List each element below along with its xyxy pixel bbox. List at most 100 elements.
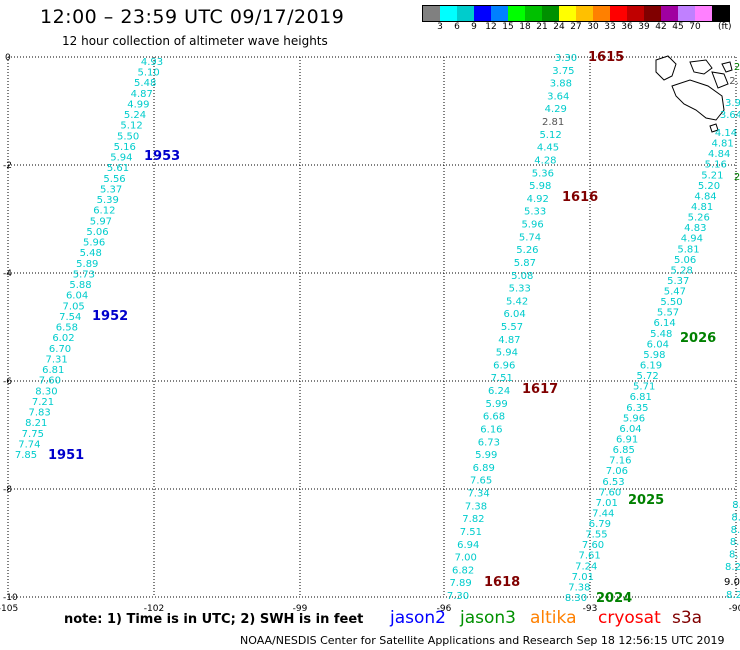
- wave-height-point: 7.01: [596, 498, 618, 509]
- color-scale-label: 70: [689, 22, 701, 32]
- color-swatch: [474, 6, 491, 21]
- wave-height-point: 6.82: [452, 565, 474, 576]
- wave-height-point: 8.: [731, 512, 740, 523]
- wave-height-point: 3.64: [720, 110, 740, 121]
- wave-height-point: 4.28: [534, 155, 556, 166]
- wave-height-point: 5.47: [664, 287, 686, 298]
- x-tick-label: -93: [583, 604, 598, 614]
- wave-height-point: 5.50: [660, 297, 682, 308]
- color-swatch: [508, 6, 525, 21]
- wave-height-point: 7.85: [15, 450, 37, 461]
- wave-height-point: 5.74: [519, 232, 541, 243]
- y-tick-label: -10: [3, 593, 18, 603]
- wave-height-point: 4.87: [498, 335, 520, 346]
- color-swatch: [627, 6, 644, 21]
- color-scale-label: 3: [437, 22, 443, 32]
- pass-label: 1951: [48, 448, 84, 463]
- wave-height-point: 6.19: [640, 361, 662, 372]
- wave-height-point: 7.75: [22, 429, 44, 440]
- wave-height-point: 5.39: [97, 195, 119, 206]
- legend-item-jason2: jason2: [390, 608, 446, 628]
- wave-height-point: 5.98: [643, 350, 665, 361]
- wave-height-point: 8.2: [725, 562, 740, 573]
- wave-height-point: 6.91: [616, 434, 638, 445]
- wave-height-point: 5.72: [636, 371, 658, 382]
- color-swatch: [576, 6, 593, 21]
- wave-height-point: 7.65: [470, 476, 492, 487]
- pass-labels: 1953 1952 1951 1615 1616 1617 1618 2026 2025 2024: [48, 50, 716, 606]
- wave-height-point: 5.99: [475, 450, 497, 461]
- wave-height-point: 5.26: [688, 213, 710, 224]
- x-tick-label: -99: [293, 604, 308, 614]
- wave-height-point: 5.12: [539, 130, 561, 141]
- pass-label: 1616: [562, 190, 598, 205]
- color-swatch: [610, 6, 627, 21]
- wave-height-point: 7.54: [59, 312, 81, 323]
- color-scale-label: 39: [638, 22, 650, 32]
- color-scale-label: 12: [485, 22, 497, 32]
- pass-label: 2026: [680, 331, 716, 346]
- wave-height-point: 5.96: [521, 220, 543, 231]
- wave-height-point: 5.37: [667, 276, 689, 287]
- color-swatch: [423, 6, 440, 21]
- wave-height-point: 6.04: [66, 291, 88, 302]
- wave-height-point: 5.61: [107, 163, 129, 174]
- wave-height-point: 7.61: [579, 551, 601, 562]
- lat-lon-grid: [7, 56, 737, 598]
- wave-height-point: 5.57: [501, 322, 523, 333]
- wave-height-point: 7.34: [467, 489, 489, 500]
- wave-height-point: 6.02: [52, 333, 74, 344]
- wave-height-point: 4.83: [684, 223, 706, 234]
- wave-height-point: 5.06: [674, 255, 696, 266]
- wave-height-point: 8.30: [35, 386, 57, 397]
- wave-height-point: 5.26: [516, 245, 538, 256]
- wave-height-point: 5.94: [496, 348, 518, 359]
- wave-height-point: 5.21: [701, 170, 723, 181]
- wave-height-point: 6.04: [647, 339, 669, 350]
- wave-height-point: 6.81: [42, 365, 64, 376]
- wave-height-point: 4.81: [691, 202, 713, 213]
- wave-height-point: 6.79: [589, 519, 611, 530]
- wave-height-point: 7.89: [449, 578, 471, 589]
- color-scale-label: 15: [502, 22, 514, 32]
- wave-height-point: 7.83: [28, 408, 50, 419]
- wave-height-point: 5.48: [80, 248, 102, 259]
- y-tick-label: -8: [3, 485, 12, 495]
- wave-height-point: 5.36: [532, 168, 554, 179]
- color-scale-label: 33: [604, 22, 616, 32]
- wave-height-point: 7.60: [599, 487, 621, 498]
- wave-height-point: 5.73: [73, 269, 95, 280]
- color-swatch: [644, 6, 661, 21]
- wave-height-point: 8.2: [726, 590, 740, 601]
- wave-height-point: 4.45: [537, 143, 559, 154]
- color-swatch: [440, 6, 457, 21]
- wave-height-point: 7.38: [465, 501, 487, 512]
- wave-height-point: 4.84: [708, 149, 730, 160]
- wave-height-point: 6.73: [478, 437, 500, 448]
- galapagos-coastline: [655, 55, 733, 133]
- wave-height-point: 4.84: [694, 191, 716, 202]
- wave-height-point: 5.12: [120, 121, 142, 132]
- wave-height-point: 5.33: [524, 207, 546, 218]
- pass-label: 1952: [92, 309, 128, 324]
- wave-height-point: 7.06: [606, 466, 628, 477]
- x-tick-label: -90: [729, 604, 740, 614]
- y-tick-label: 0: [5, 53, 11, 63]
- wave-height-point: 5.10: [137, 68, 159, 79]
- wave-height-point: 3.88: [550, 79, 572, 90]
- color-swatch: [457, 6, 474, 21]
- wave-height-point: 2.: [729, 76, 739, 87]
- wave-height-point: 5.88: [69, 280, 91, 291]
- wave-height-point: 7.60: [582, 540, 604, 551]
- wave-height-point: 5.16: [114, 142, 136, 153]
- color-swatch: [661, 6, 678, 21]
- pass-label: 1618: [484, 575, 520, 590]
- wave-height-point: 4.87: [131, 89, 153, 100]
- wave-height-point: 5.99: [485, 399, 507, 410]
- color-swatch: [559, 6, 576, 21]
- color-scale-label: 42: [655, 22, 667, 32]
- wave-height-point: 4.92: [527, 194, 549, 205]
- wave-height-point: 5.06: [86, 227, 108, 238]
- wave-height-point: 5.48: [134, 78, 156, 89]
- wave-height-point: 5.48: [650, 329, 672, 340]
